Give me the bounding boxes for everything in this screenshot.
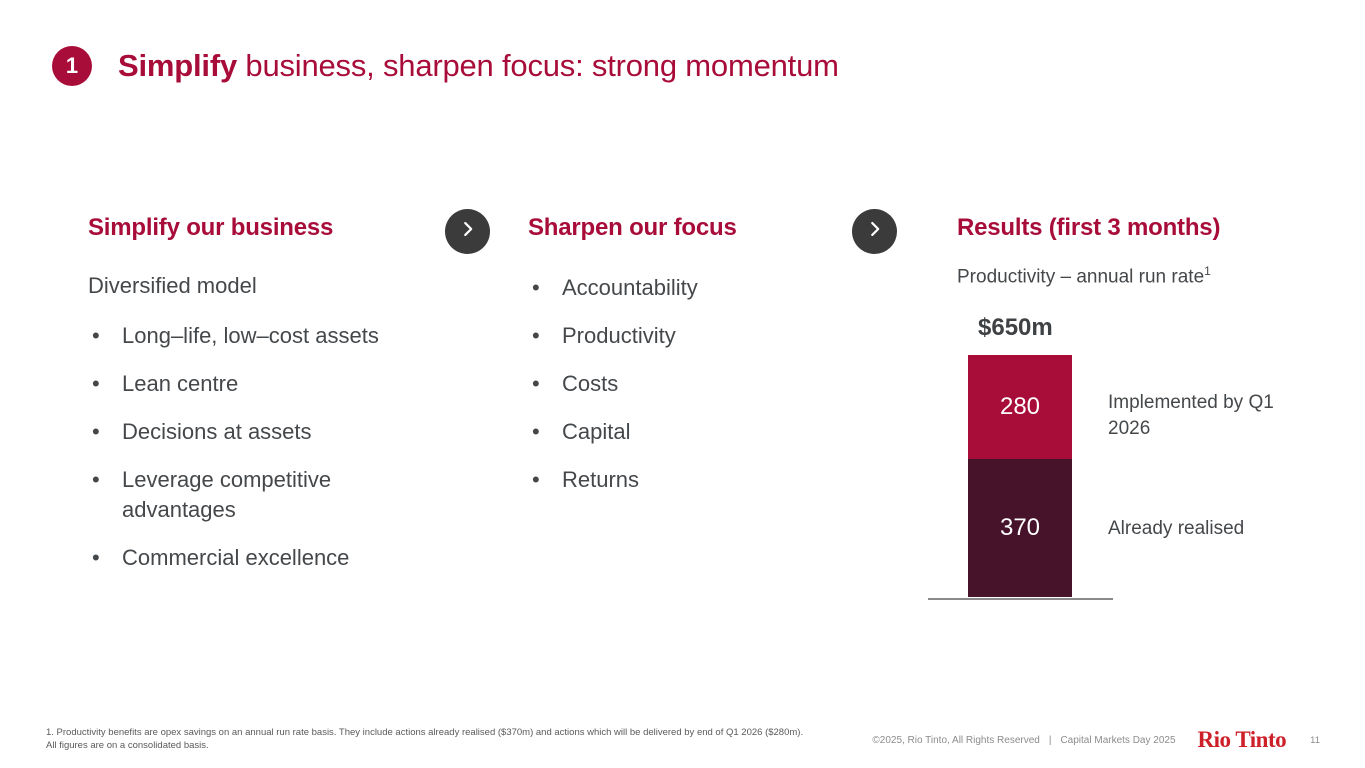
chevron-right-icon	[864, 218, 886, 245]
column-header: Simplify our business	[88, 214, 334, 241]
list-item: Accountability	[528, 273, 828, 303]
flow-arrow-circle	[445, 209, 490, 254]
list-item: Commercial excellence	[88, 543, 433, 573]
page-number: 11	[1310, 734, 1320, 746]
list-item: Lean centre	[88, 369, 433, 399]
title-row: 1 Simplify business, sharpen focus: stro…	[52, 46, 839, 86]
stacked-bar: 280 370	[968, 355, 1072, 597]
list-item: Returns	[528, 465, 828, 495]
chart-total-label: $650m	[978, 314, 1053, 341]
footer-right: ©2025, Rio Tinto, All Rights Reserved | …	[872, 726, 1320, 754]
column-results: Results (first 3 months) Productivity – …	[928, 214, 1352, 634]
bullet-list: Long–life, low–cost assets Lean centre D…	[88, 321, 433, 573]
step-number-badge: 1	[52, 46, 92, 86]
chart-baseline	[928, 598, 1113, 600]
bar-segment-label: Implemented by Q1 2026	[1108, 392, 1274, 439]
bar-segment-implemented: 280	[968, 355, 1072, 460]
footnote-line: 1. Productivity benefits are opex saving…	[46, 727, 804, 738]
footnote-line: All figures are on a consolidated basis.	[46, 739, 209, 751]
list-item: Capital	[528, 417, 828, 447]
bar-segment-label: Already realised	[1108, 518, 1245, 539]
footnote: 1. Productivity benefits are opex saving…	[46, 727, 806, 752]
bullet-list: Accountability Productivity Costs Capita…	[528, 273, 828, 495]
chart-subtitle: Productivity – annual run rate1	[957, 264, 1211, 288]
chevron-right-icon	[457, 218, 479, 245]
column-header: Results (first 3 months)	[957, 214, 1221, 241]
rio-tinto-logo: Rio Tinto	[1197, 727, 1287, 752]
column-header: Sharpen our focus	[528, 214, 737, 241]
event-name: Capital Markets Day 2025	[1060, 734, 1176, 746]
list-item: Long–life, low–cost assets	[88, 321, 433, 351]
flow-arrow-circle	[852, 209, 897, 254]
list-item: Decisions at assets	[88, 417, 433, 447]
column-simplify-business: Simplify our business Diversified model …	[88, 214, 433, 591]
column-sharpen-focus: Sharpen our focus Accountability Product…	[528, 214, 828, 513]
page-title-emphasis: Simplify	[118, 48, 237, 83]
chart-subtitle-text: Productivity – annual run rate	[957, 266, 1205, 288]
bar-segment-realised: 370	[968, 459, 1072, 597]
footer-separator: |	[1048, 734, 1052, 746]
copyright-notice: ©2025, Rio Tinto, All Rights Reserved	[872, 734, 1040, 746]
column-lead-text: Diversified model	[88, 273, 257, 298]
copyright-text: ©2025, Rio Tinto, All Rights Reserved | …	[872, 735, 1175, 746]
list-item: Costs	[528, 369, 828, 399]
footnote-reference: 1	[1204, 264, 1211, 278]
page-title-rest: business, sharpen focus: strong momentum	[236, 48, 839, 83]
list-item: Productivity	[528, 321, 828, 351]
list-item: Leverage competitive advantages	[88, 465, 433, 525]
page-title: Simplify business, sharpen focus: strong…	[118, 48, 839, 84]
